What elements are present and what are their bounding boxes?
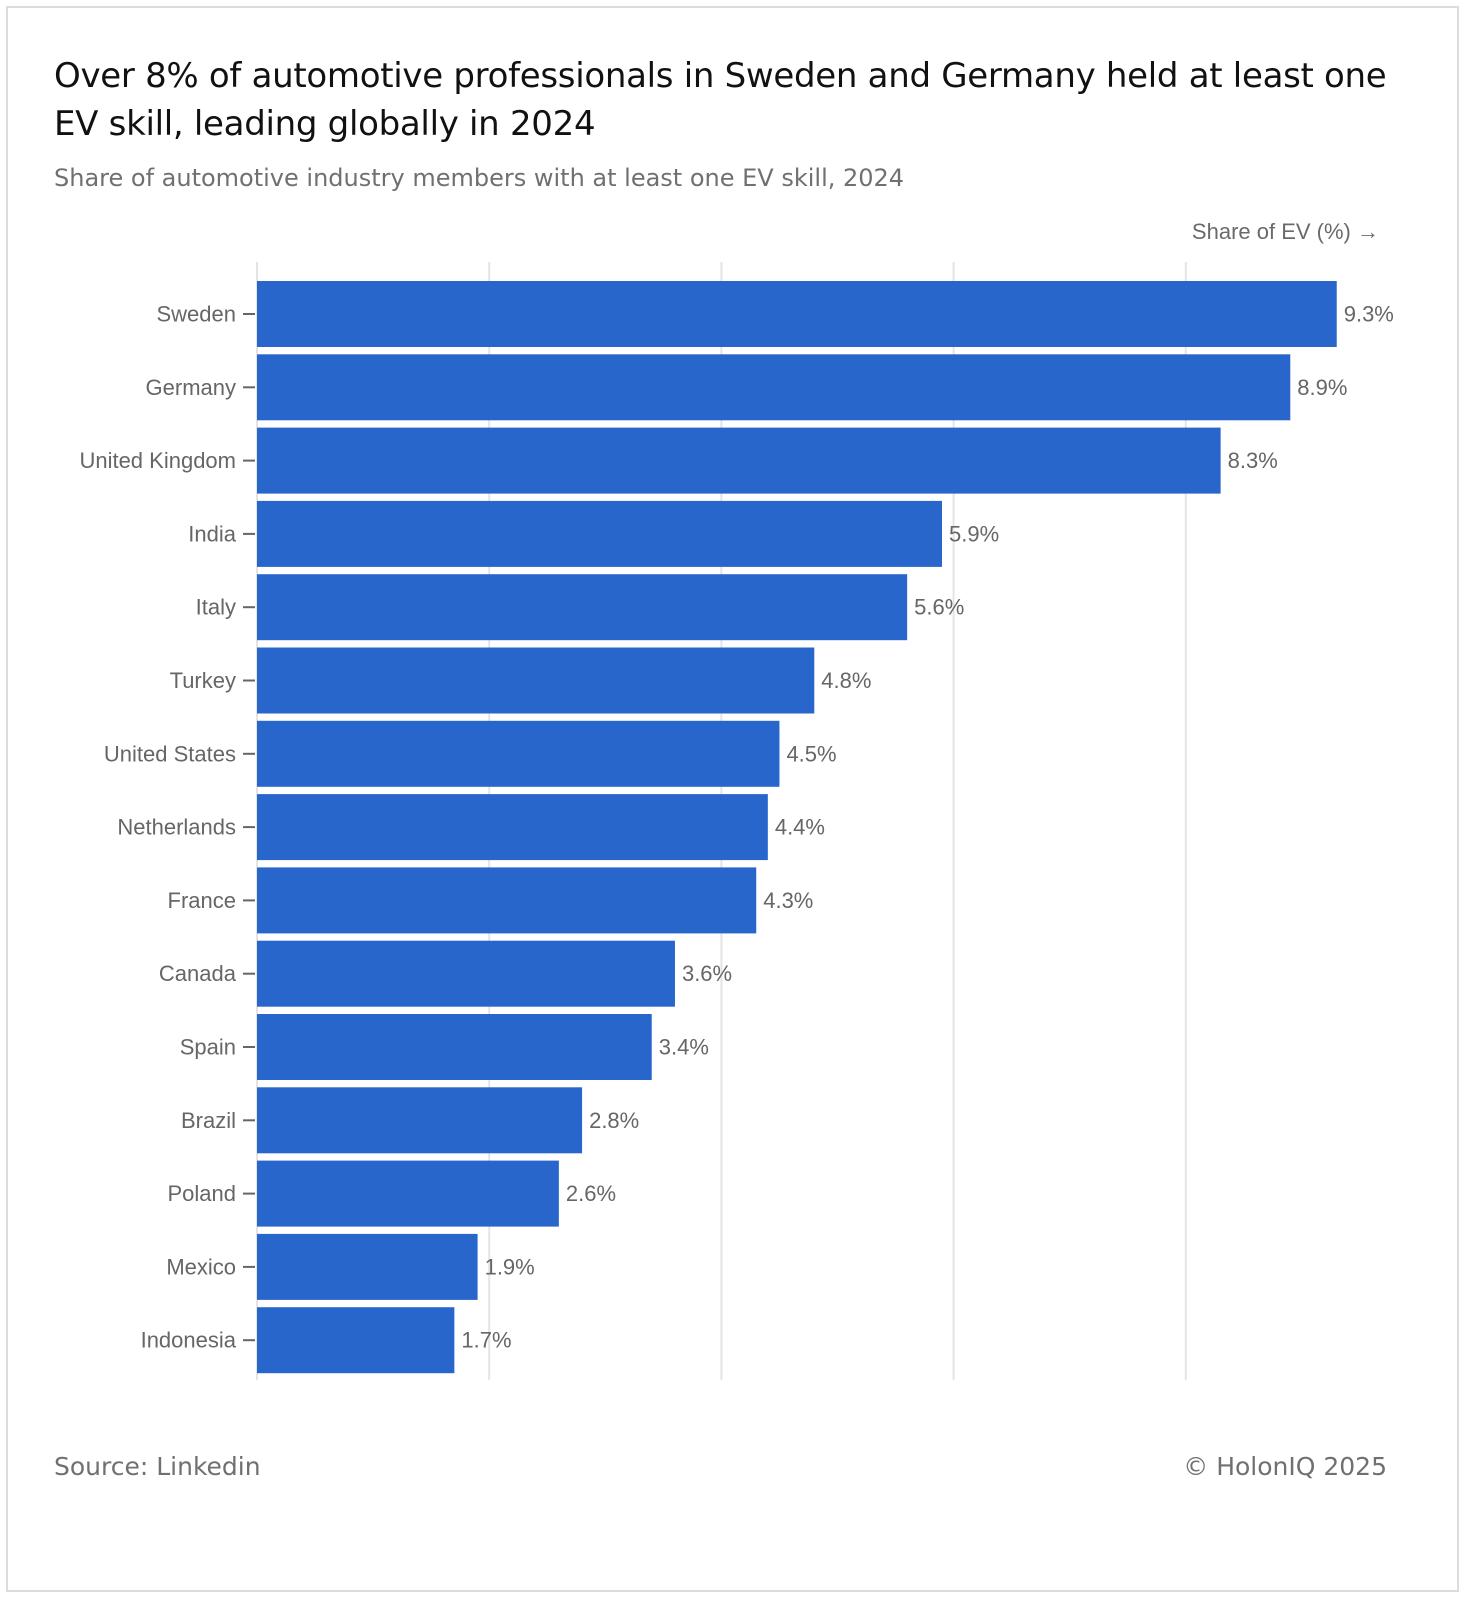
x-axis-title: Share of EV (%) → — [1191, 219, 1379, 244]
category-label: Turkey — [170, 668, 236, 693]
value-label: 8.9% — [1297, 375, 1347, 400]
bar — [257, 574, 908, 641]
category-label: Canada — [159, 961, 237, 986]
value-label: 9.3% — [1344, 302, 1394, 327]
value-label: 4.8% — [821, 668, 871, 693]
value-label: 4.3% — [763, 888, 813, 913]
category-label: Italy — [196, 595, 236, 620]
category-label: United States — [104, 741, 236, 766]
chart-subtitle: Share of automotive industry members wit… — [54, 164, 905, 192]
bar — [257, 940, 675, 1007]
bar — [257, 1160, 559, 1227]
category-label: United Kingdom — [79, 448, 236, 473]
bar — [257, 427, 1221, 494]
category-label: Indonesia — [141, 1328, 237, 1353]
category-label: India — [188, 521, 236, 546]
bar — [257, 720, 780, 787]
category-label: Spain — [180, 1035, 236, 1060]
category-label: Germany — [146, 375, 236, 400]
value-label: 8.3% — [1228, 448, 1278, 473]
value-label: 3.6% — [682, 961, 732, 986]
bar — [257, 1307, 455, 1374]
value-label: 1.7% — [461, 1328, 511, 1353]
value-label: 2.6% — [566, 1181, 616, 1206]
category-label: Poland — [167, 1181, 236, 1206]
value-label: 1.9% — [485, 1254, 535, 1279]
bar — [257, 500, 942, 567]
category-label: France — [168, 888, 236, 913]
bar — [257, 1014, 652, 1080]
value-label: 5.9% — [949, 521, 999, 546]
bar — [257, 281, 1337, 347]
value-label: 4.4% — [775, 815, 825, 840]
chart-title: Over 8% of automotive professionals in S… — [54, 56, 1387, 144]
source-note: Source: Linkedin — [54, 1452, 261, 1481]
bar — [257, 354, 1291, 421]
value-label: 2.8% — [589, 1108, 639, 1133]
value-label: 3.4% — [659, 1035, 709, 1060]
copyright-note: © HolonIQ 2025 — [1183, 1452, 1387, 1481]
category-label: Mexico — [166, 1254, 236, 1279]
bar — [257, 794, 768, 861]
bar — [257, 647, 815, 714]
category-label: Netherlands — [117, 815, 236, 840]
bar — [257, 1087, 583, 1154]
category-label: Sweden — [156, 302, 236, 327]
bar — [257, 867, 757, 934]
value-label: 4.5% — [786, 741, 836, 766]
bar — [257, 1233, 478, 1300]
value-label: 5.6% — [914, 595, 964, 620]
category-label: Brazil — [181, 1108, 236, 1133]
